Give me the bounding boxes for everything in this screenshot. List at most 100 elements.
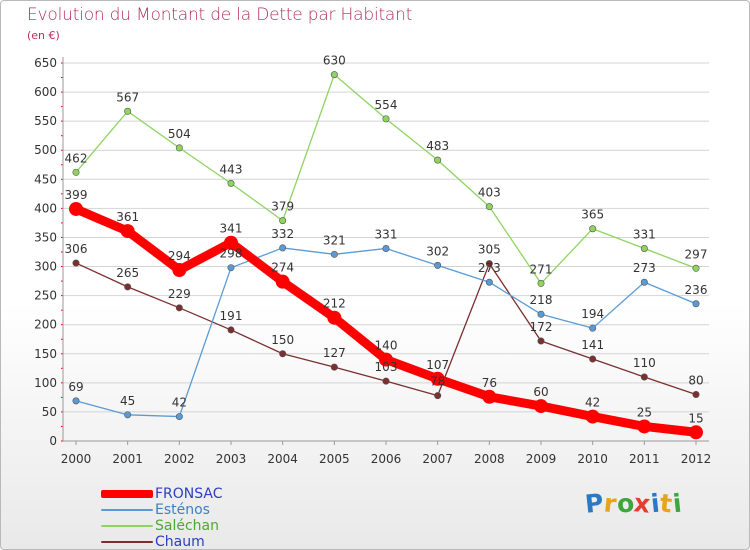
y-tick-label: 400 (34, 201, 57, 215)
data-label: 265 (116, 266, 139, 280)
data-point (72, 259, 80, 267)
x-tick-label: 2008 (474, 452, 505, 466)
data-point (175, 413, 183, 421)
data-point (379, 352, 393, 367)
data-label: 298 (220, 247, 243, 261)
data-point (692, 390, 700, 398)
data-point (275, 274, 290, 289)
data-label: 218 (530, 293, 553, 307)
data-label: 172 (530, 320, 553, 334)
data-point (430, 371, 445, 386)
data-label: 76 (482, 376, 497, 390)
data-point (589, 324, 597, 332)
legend-swatch (101, 509, 153, 511)
data-label: 306 (65, 242, 88, 256)
data-point (175, 144, 183, 152)
data-point (227, 179, 235, 187)
x-tick-label: 2012 (681, 452, 712, 466)
data-label: 194 (581, 307, 604, 321)
y-tick-label: 500 (34, 143, 57, 157)
x-tick-label: 2000 (61, 452, 92, 466)
y-tick-label: 450 (34, 172, 57, 186)
data-point (485, 203, 493, 211)
data-point (537, 337, 545, 345)
data-point (692, 264, 700, 272)
y-tick-label: 50 (42, 405, 57, 419)
data-label: 110 (633, 356, 656, 370)
data-point (485, 260, 493, 268)
data-point (279, 217, 287, 225)
proxiti-logo: Proxiti (584, 488, 684, 519)
data-label: 141 (581, 338, 604, 352)
data-label: 297 (685, 247, 708, 261)
data-point (330, 71, 338, 79)
data-label: 127 (323, 346, 346, 360)
data-label: 483 (426, 139, 449, 153)
data-label: 273 (633, 261, 656, 275)
data-point (172, 263, 187, 278)
data-label: 236 (685, 283, 708, 297)
data-label: 80 (688, 373, 703, 387)
x-tick-label: 2011 (629, 452, 660, 466)
legend-swatch (101, 525, 153, 527)
data-point (72, 168, 80, 176)
legend-label: Esténos (155, 502, 210, 518)
y-tick-label: 250 (34, 289, 57, 303)
data-label: 229 (168, 287, 191, 301)
data-point (327, 310, 342, 325)
y-tick-label: 650 (34, 56, 57, 70)
data-point (382, 377, 390, 385)
data-point (434, 156, 442, 164)
data-label: 331 (375, 228, 398, 242)
data-point (482, 389, 497, 404)
data-point (689, 425, 703, 440)
data-label: 321 (323, 233, 346, 247)
data-label: 341 (220, 222, 243, 236)
data-point (124, 107, 132, 115)
data-label: 443 (220, 162, 243, 176)
data-label: 103 (375, 360, 398, 374)
legend-item-esténos: Esténos (101, 502, 223, 518)
legend-item-chaum: Chaum (101, 534, 223, 549)
data-point (537, 310, 545, 318)
data-label: 45 (120, 394, 135, 408)
data-point (692, 300, 700, 308)
data-label: 379 (271, 200, 294, 214)
chart-unit-label: (en €) (27, 29, 60, 42)
data-point (485, 278, 493, 286)
data-point (330, 250, 338, 258)
data-point (534, 399, 548, 414)
x-tick-label: 2006 (371, 452, 402, 466)
data-label: 302 (426, 244, 449, 258)
data-label: 15 (688, 411, 703, 425)
data-label: 60 (533, 385, 548, 399)
data-point (640, 278, 648, 286)
data-point (227, 264, 235, 272)
data-point (120, 224, 135, 239)
data-point (434, 392, 442, 400)
y-tick-label: 550 (34, 114, 57, 128)
y-tick-label: 100 (34, 376, 57, 390)
series-line-esténos (75, 247, 697, 418)
data-point (637, 419, 652, 434)
data-label: 69 (68, 380, 83, 394)
legend-item-fronsac: FRONSAC (101, 486, 223, 502)
data-label: 42 (585, 396, 600, 410)
data-label: 504 (168, 127, 191, 141)
chart-title: Evolution du Montant de la Dette par Hab… (27, 5, 413, 25)
legend: FRONSAC Esténos Saléchan Chaum (101, 486, 223, 549)
data-labels: 306 265 229 191 150 127 103 78 305 172 141 110 80 462… (65, 54, 708, 426)
data-point (279, 244, 287, 252)
data-point (72, 397, 80, 405)
data-point (224, 235, 238, 250)
data-point (69, 201, 83, 216)
data-point (124, 411, 132, 419)
data-point (175, 304, 183, 312)
data-label: 150 (271, 333, 294, 347)
data-label: 25 (637, 405, 652, 419)
data-label: 212 (323, 297, 346, 311)
x-tick-label: 2003 (216, 452, 247, 466)
data-point (537, 279, 545, 287)
data-label: 274 (271, 261, 294, 275)
